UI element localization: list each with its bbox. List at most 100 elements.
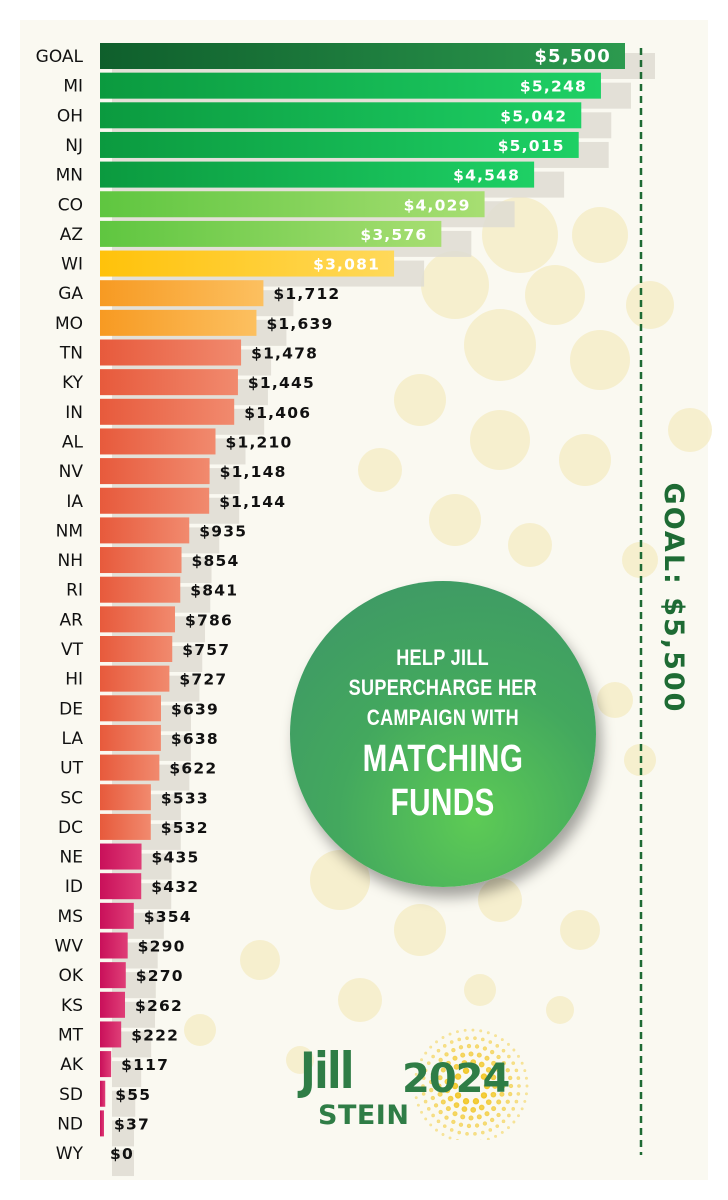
bar-hi xyxy=(100,665,170,692)
sun-dot xyxy=(517,1084,521,1088)
sun-dot xyxy=(454,1092,462,1099)
sun-dot xyxy=(485,1066,492,1073)
sun-dot xyxy=(420,1110,424,1114)
sun-dot xyxy=(496,1099,502,1105)
bars xyxy=(100,43,625,1137)
sun-dot xyxy=(492,1083,498,1089)
sun-dot xyxy=(474,1044,480,1049)
value-label: $37 xyxy=(114,1115,150,1133)
sun-dot xyxy=(437,1091,443,1097)
value-label: $786 xyxy=(185,611,233,629)
sun-dot xyxy=(465,1036,469,1040)
bar-nj xyxy=(100,131,579,158)
sun-dot xyxy=(444,1087,451,1094)
sun-dot xyxy=(452,1111,458,1117)
background-dot xyxy=(429,494,481,546)
sun-dot xyxy=(414,1072,418,1076)
bar-ri xyxy=(100,576,181,603)
category-label: VT xyxy=(61,640,84,660)
sun-dot xyxy=(426,1061,431,1065)
sun-dot xyxy=(463,1028,467,1032)
sun-dot xyxy=(488,1128,493,1132)
sun-dot xyxy=(430,1071,435,1077)
sun-dot xyxy=(433,1064,439,1069)
value-label: $55 xyxy=(115,1086,151,1104)
value-label: $1,712 xyxy=(273,285,340,303)
sun-dot xyxy=(416,1103,420,1107)
sun-dot xyxy=(501,1060,506,1066)
value-label: $854 xyxy=(192,552,240,570)
sun-dot xyxy=(494,1134,497,1138)
category-label: NM xyxy=(56,521,83,541)
value-label: $1,478 xyxy=(251,345,318,363)
value-label: $1,144 xyxy=(219,493,286,511)
logo-last-name: STEIN xyxy=(318,1100,410,1131)
bar-id xyxy=(100,873,142,900)
bar-shadow xyxy=(112,1120,134,1147)
sun-dot xyxy=(458,1045,464,1050)
sun-dot xyxy=(495,1044,500,1048)
category-label: NV xyxy=(59,462,84,482)
sun-dot xyxy=(507,1054,511,1059)
sun-dot xyxy=(447,1070,454,1077)
background-dot xyxy=(310,850,370,910)
sun-dot xyxy=(413,1088,417,1092)
sun-dot xyxy=(456,1030,459,1034)
sun-dot xyxy=(429,1079,434,1085)
sun-dot xyxy=(490,1091,497,1098)
sun-dot xyxy=(478,1061,485,1068)
sun-dot xyxy=(421,1076,426,1080)
value-label: $354 xyxy=(144,908,192,926)
category-label: GOAL xyxy=(36,47,84,67)
sun-dot xyxy=(458,1122,464,1127)
background-dot xyxy=(559,434,611,486)
bar-wv xyxy=(100,932,128,959)
bar-ga xyxy=(100,280,264,307)
bar-goal xyxy=(100,43,625,69)
bar-shadow xyxy=(112,1090,136,1117)
category-label: AZ xyxy=(60,225,83,245)
category-label: DC xyxy=(58,818,83,838)
sun-dot xyxy=(466,1043,472,1049)
sun-dot xyxy=(507,1113,511,1118)
sun-dot xyxy=(462,1067,470,1074)
bar-nm xyxy=(100,517,190,544)
value-label: $5,248 xyxy=(520,78,587,96)
sun-dot xyxy=(436,1083,442,1089)
sun-dot xyxy=(449,1040,454,1044)
sun-dot xyxy=(468,1115,474,1121)
promo-line-5: FUNDS xyxy=(390,782,496,824)
sun-dot xyxy=(514,1099,519,1104)
bar-sd xyxy=(100,1080,106,1107)
bar-nh xyxy=(100,547,182,574)
sun-dot xyxy=(445,1106,451,1112)
sun-dot xyxy=(461,1060,468,1066)
sun-dot xyxy=(444,1052,449,1057)
sun-dot xyxy=(480,1130,485,1135)
value-label: $1,148 xyxy=(220,463,287,481)
background-dot xyxy=(358,448,402,492)
bar-ne xyxy=(100,843,142,870)
sun-dot xyxy=(501,1106,506,1112)
sun-dot xyxy=(507,1042,510,1046)
background-dot xyxy=(184,1014,216,1046)
sun-dot xyxy=(444,1078,451,1085)
sun-dot xyxy=(491,1106,497,1112)
background-dot xyxy=(394,904,446,956)
category-label: OK xyxy=(58,966,83,986)
sun-dot xyxy=(494,1034,497,1038)
goal-annotation: GOAL: $5,500 xyxy=(658,483,689,714)
sun-dot xyxy=(501,1119,506,1124)
category-label: OH xyxy=(57,106,83,126)
logo-year: 2024 xyxy=(402,1056,510,1102)
category-label: TN xyxy=(59,344,83,364)
sun-dot xyxy=(440,1067,446,1073)
value-label: $270 xyxy=(136,967,184,985)
sun-dot xyxy=(474,1123,480,1128)
category-label: ND xyxy=(57,1114,83,1134)
bar-ar xyxy=(100,606,176,633)
value-label: $1,639 xyxy=(266,315,333,333)
sun-dot xyxy=(437,1075,443,1081)
category-label: NJ xyxy=(65,136,83,156)
